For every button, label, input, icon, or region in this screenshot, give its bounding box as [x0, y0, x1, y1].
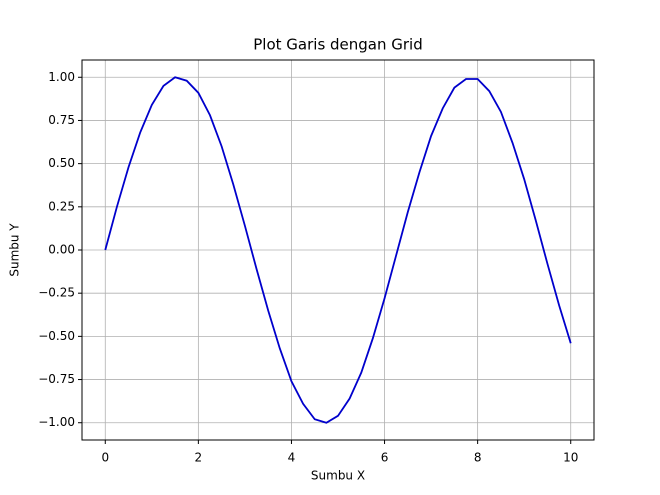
x-axis-label: Sumbu X [311, 469, 365, 483]
y-tick-label: −0.50 [38, 329, 75, 343]
y-tick-label: 0.25 [48, 199, 75, 213]
y-tick-label: 1.00 [48, 70, 75, 84]
y-tick-label: 0.75 [48, 113, 75, 127]
x-tick-label: 4 [288, 451, 296, 465]
x-tick-label: 6 [381, 451, 389, 465]
y-axis-label: Sumbu Y [8, 223, 22, 277]
x-tick-label: 8 [474, 451, 482, 465]
line-series [104, 76, 572, 424]
x-tick-label: 0 [101, 451, 109, 465]
y-tick-label: −1.00 [38, 415, 75, 429]
y-tick-label: 0.50 [48, 156, 75, 170]
y-tick-label: 0.00 [48, 243, 75, 257]
chart-title: Plot Garis dengan Grid [253, 36, 423, 54]
x-tick-label: 10 [563, 451, 578, 465]
y-tick-label: −0.75 [38, 372, 75, 386]
y-tick-label: −0.25 [38, 286, 75, 300]
plot-frame [81, 59, 595, 441]
x-tick-label: 2 [195, 451, 203, 465]
